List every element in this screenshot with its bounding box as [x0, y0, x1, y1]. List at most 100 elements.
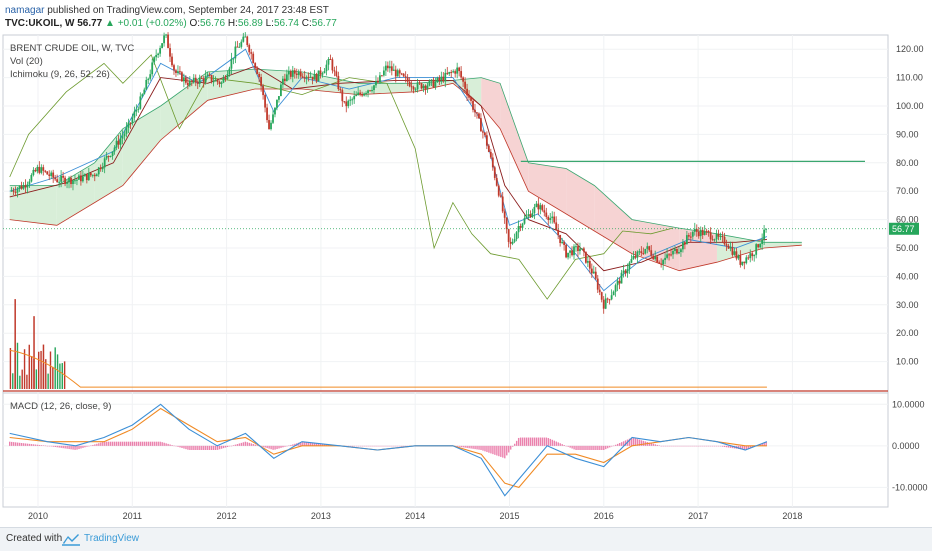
price-tick-label: 40.00 [896, 271, 919, 281]
macd-tick-label: -10.0000 [892, 482, 928, 492]
candle-body [188, 80, 191, 86]
candle-body [250, 52, 253, 54]
legend-volume[interactable]: Vol (20) [10, 56, 43, 67]
macd-histogram-bar [349, 445, 352, 447]
ichimoku-cloud-segment [566, 168, 595, 231]
candle-body [482, 131, 484, 133]
candle-body [470, 97, 472, 101]
ichimoku-cloud-segment [9, 185, 57, 226]
candle-body [38, 166, 41, 173]
candle-body [491, 157, 494, 168]
candle-body [87, 173, 90, 181]
macd-histogram-bar [16, 442, 19, 446]
macd-histogram-bar [660, 445, 662, 447]
macd-histogram-bar [747, 445, 750, 449]
candle-body [131, 117, 134, 123]
candle-body [10, 190, 13, 192]
macd-histogram-bar [515, 440, 518, 446]
macd-histogram-bar [712, 445, 714, 447]
volume-bar [30, 356, 33, 389]
tradingview-logo-icon[interactable] [62, 532, 80, 546]
candle-body [448, 71, 451, 74]
macd-histogram-bar [286, 445, 288, 447]
macd-histogram-bar [24, 443, 27, 446]
macd-histogram-bar [686, 445, 688, 447]
candle-body [614, 285, 617, 292]
macd-histogram-bar [525, 437, 528, 446]
macd-histogram-bar [569, 445, 571, 448]
macd-histogram-bar [98, 443, 100, 446]
candle-body [224, 78, 227, 80]
candle-body [365, 92, 367, 94]
price-chart[interactable]: 10.00 20.00 30.00 40.00 50.00 60.00 70.00 80.00… [0, 0, 932, 527]
volume-bar [23, 349, 26, 389]
macd-histogram-bar [214, 445, 217, 450]
candle-body [135, 109, 138, 112]
candle-body [398, 70, 401, 74]
candle-body [382, 70, 385, 76]
candle-body [62, 175, 64, 178]
candle-body [535, 203, 538, 207]
candle-body [476, 112, 478, 114]
legend-macd[interactable]: MACD (12, 26, close, 9) [10, 401, 112, 412]
macd-histogram-bar [389, 445, 391, 447]
legend-ichimoku[interactable]: Ichimoku (9, 26, 52, 26) [10, 69, 110, 80]
candle-body [184, 77, 187, 83]
candle-body [109, 155, 112, 157]
macd-histogram-bar [40, 445, 43, 446]
macd-histogram-bar [203, 445, 205, 450]
candle-body [406, 77, 409, 82]
candle-body [375, 81, 377, 86]
candle-body [141, 94, 144, 97]
macd-histogram-bar [664, 445, 666, 447]
volume-bar [45, 359, 47, 389]
tradingview-brand-link[interactable]: TradingView [84, 533, 140, 544]
candle-body [717, 233, 720, 237]
candle-body [414, 89, 417, 91]
volume-bar [14, 353, 16, 389]
macd-histogram-bar [278, 445, 280, 449]
macd-histogram-bar [143, 441, 146, 446]
macd-histogram-bar [18, 442, 21, 446]
macd-histogram-bar [298, 442, 300, 446]
macd-signal-line [9, 407, 767, 489]
candle-body [386, 65, 389, 69]
candle-body [656, 256, 659, 263]
candle-body [159, 48, 162, 54]
macd-histogram-bar [169, 444, 171, 446]
candle-body [622, 270, 625, 273]
candle-body [133, 111, 136, 118]
macd-histogram-bar [638, 439, 641, 446]
candle-body [672, 250, 674, 255]
candle-body [18, 185, 21, 189]
macd-histogram-bar [561, 444, 563, 446]
candle-body [723, 236, 726, 245]
candle-body [519, 226, 522, 228]
macd-histogram-bar [147, 441, 150, 446]
macd-histogram-bar [654, 444, 656, 446]
macd-histogram-bar [171, 445, 173, 446]
candle-body [240, 41, 243, 47]
macd-histogram-bar [551, 439, 554, 446]
candle-body [268, 120, 270, 130]
macd-histogram-bar [30, 444, 33, 446]
macd-histogram-bar [22, 443, 25, 446]
macd-histogram-bar [395, 445, 397, 447]
ichimoku-cloud-segment [358, 83, 416, 95]
candle-body [242, 36, 245, 42]
candle-body [513, 239, 516, 242]
macd-histogram-bar [131, 441, 134, 446]
candle-body [551, 216, 554, 219]
ichimoku-cloud-segment [160, 71, 208, 141]
candle-body [733, 251, 736, 255]
candle-body [363, 93, 365, 96]
candle-body [426, 85, 429, 89]
author-link[interactable]: namagar [5, 5, 45, 16]
price-tick-label: 80.00 [896, 158, 919, 168]
candle-body [670, 254, 672, 256]
candle-body [46, 171, 49, 175]
candle-body [357, 92, 360, 96]
macd-histogram-bar [636, 439, 639, 446]
macd-histogram-bar [34, 444, 37, 446]
macd-histogram-bar [56, 445, 58, 448]
